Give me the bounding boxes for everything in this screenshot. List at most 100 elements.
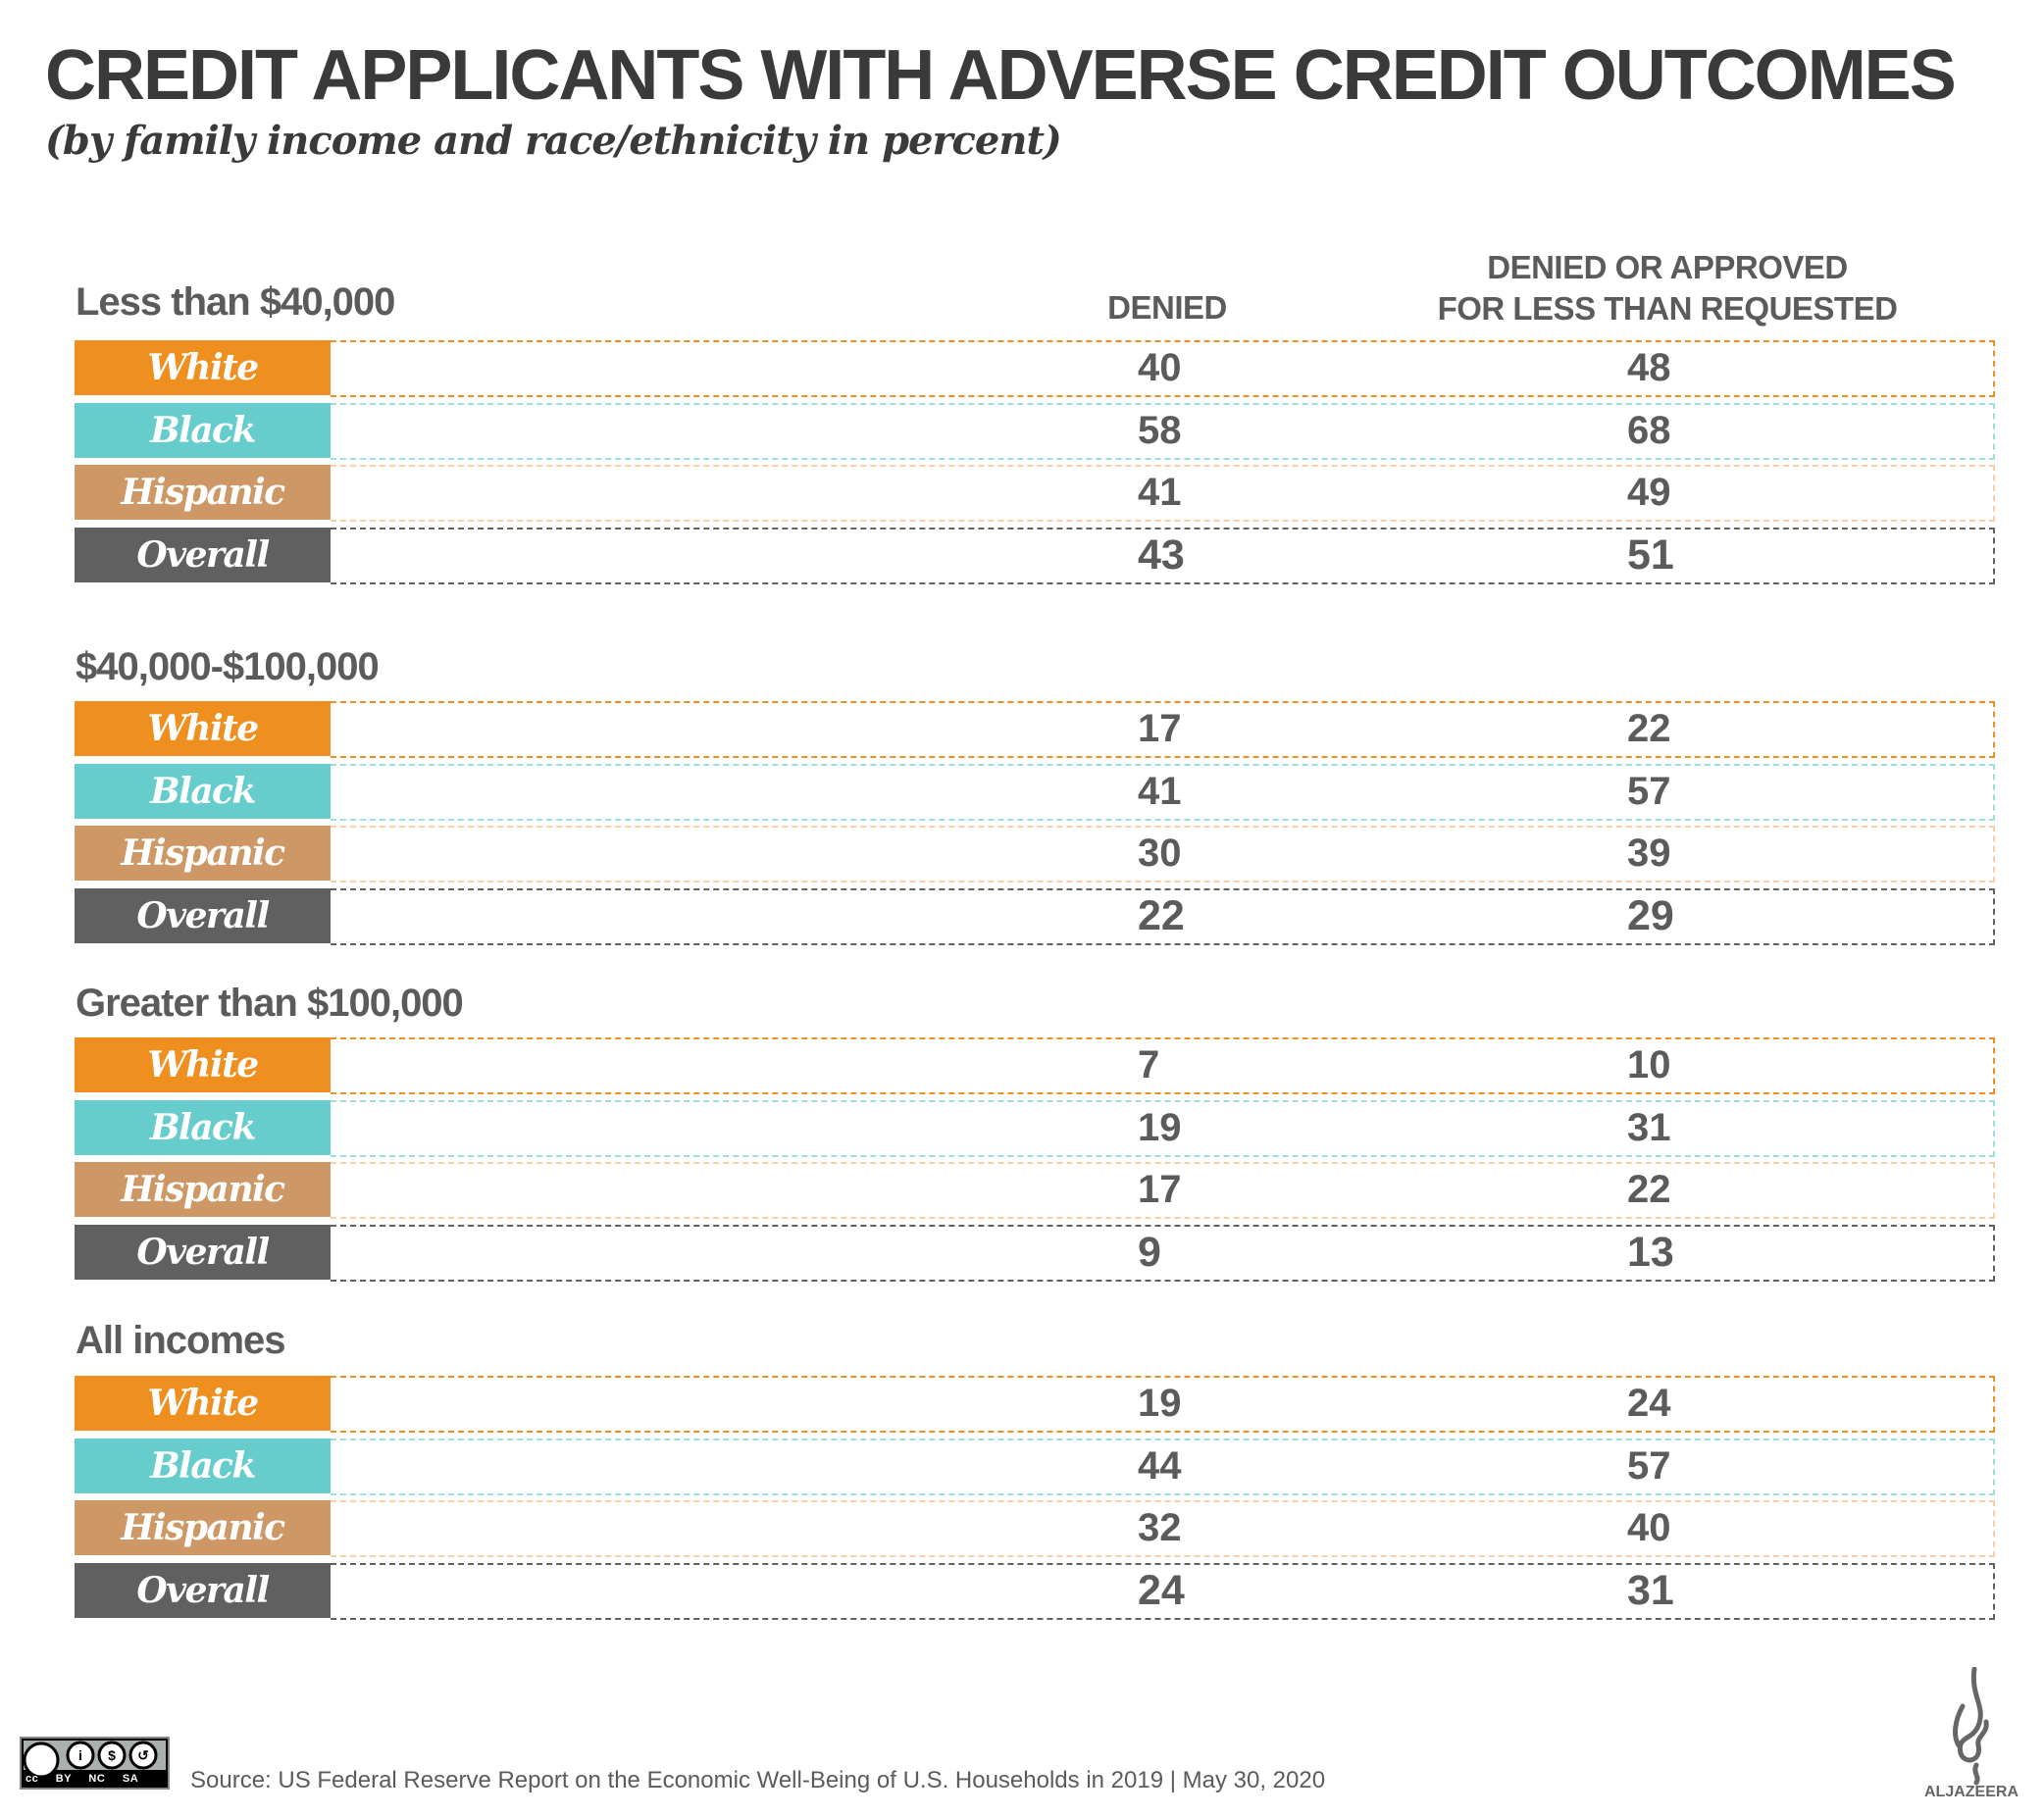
- row-dashed-border: [331, 1438, 1995, 1495]
- section-heading: All incomes: [76, 1319, 286, 1362]
- row-dashed-border: [331, 887, 1995, 945]
- table-row-hispanic: Hispanic 17 22: [75, 1162, 1995, 1219]
- section-heading: Less than $40,000: [76, 280, 395, 324]
- denied-or-less-value: 48: [1627, 346, 1671, 389]
- cc-icon: i $ ↺: [23, 1741, 166, 1779]
- denied-value: 41: [1138, 471, 1182, 514]
- table-row-overall: Overall 22 29: [75, 887, 1995, 945]
- table-row-hispanic: Hispanic 41 49: [75, 465, 1995, 522]
- section-heading: Greater than $100,000: [76, 982, 464, 1025]
- row-dashed-border: [331, 1224, 1995, 1282]
- row-dashed-border: [331, 465, 1995, 522]
- chart-subtitle: (by family income and race/ethnicity in …: [45, 118, 1062, 164]
- column-header-line: FOR LESS THAN REQUESTED: [1437, 290, 1898, 327]
- row-dashed-border: [331, 402, 1995, 460]
- denied-or-less-value: 10: [1627, 1043, 1671, 1086]
- svg-text:i: i: [78, 1747, 82, 1763]
- table-row-black: Black 19 31: [75, 1099, 1995, 1157]
- denied-value: 17: [1138, 1168, 1182, 1211]
- denied-value: 41: [1138, 769, 1182, 813]
- svg-text:↺: ↺: [137, 1747, 149, 1763]
- denied-value: 44: [1138, 1443, 1182, 1488]
- group-label: White: [75, 340, 331, 395]
- group-label: Black: [75, 763, 331, 819]
- denied-value: 32: [1138, 1506, 1182, 1549]
- denied-or-less-value: 31: [1627, 1105, 1671, 1149]
- group-label: White: [75, 701, 331, 756]
- svg-text:$: $: [108, 1747, 116, 1763]
- row-dashed-border: [331, 1099, 1995, 1157]
- row-dashed-border: [331, 701, 1995, 758]
- svg-text:ALJAZEERA: ALJAZEERA: [1924, 1784, 2018, 1799]
- denied-value: 30: [1138, 832, 1182, 875]
- denied-or-less-value: 40: [1627, 1506, 1671, 1549]
- denied-or-less-value: 29: [1627, 891, 1674, 939]
- row-dashed-border: [331, 1500, 1995, 1557]
- table-row-white: White 19 24: [75, 1376, 1995, 1433]
- column-header-line: DENIED OR APPROVED: [1487, 249, 1848, 285]
- table-row-white: White 7 10: [75, 1037, 1995, 1094]
- table-row-white: White 17 22: [75, 701, 1995, 758]
- denied-value: 19: [1138, 1105, 1182, 1149]
- denied-value: 17: [1138, 707, 1182, 750]
- denied-value: 19: [1138, 1382, 1182, 1425]
- table-row-overall: Overall 9 13: [75, 1224, 1995, 1282]
- denied-or-less-value: 57: [1627, 1443, 1671, 1488]
- aljazeera-logo-icon: ALJAZEERA: [1924, 1666, 2018, 1800]
- row-dashed-border: [331, 340, 1995, 397]
- denied-or-less-value: 68: [1627, 408, 1671, 452]
- denied-or-less-value: 49: [1627, 471, 1671, 514]
- row-dashed-border: [331, 826, 1995, 883]
- group-label: Hispanic: [75, 826, 331, 881]
- table-row-black: Black 58 68: [75, 402, 1995, 460]
- group-label: Overall: [75, 887, 331, 943]
- group-label: Hispanic: [75, 465, 331, 520]
- group-label: Overall: [75, 1224, 331, 1280]
- column-header-denied-or-less: DENIED OR APPROVED FOR LESS THAN REQUEST…: [1373, 247, 1962, 329]
- denied-value: 43: [1138, 530, 1185, 579]
- denied-or-less-value: 13: [1627, 1228, 1674, 1276]
- denied-value: 40: [1138, 346, 1182, 389]
- row-dashed-border: [331, 763, 1995, 821]
- chart-title: CREDIT APPLICANTS WITH ADVERSE CREDIT OU…: [45, 36, 1957, 115]
- group-label: Black: [75, 402, 331, 458]
- table-row-overall: Overall 43 51: [75, 527, 1995, 584]
- denied-or-less-value: 24: [1627, 1382, 1671, 1425]
- denied-value: 22: [1138, 891, 1185, 939]
- denied-or-less-value: 31: [1627, 1566, 1674, 1614]
- group-label: Hispanic: [75, 1500, 331, 1555]
- group-label: Overall: [75, 1562, 331, 1618]
- denied-value: 7: [1138, 1043, 1160, 1086]
- group-label: White: [75, 1037, 331, 1092]
- denied-value: 9: [1138, 1228, 1161, 1276]
- table-row-black: Black 41 57: [75, 763, 1995, 821]
- table-row-black: Black 44 57: [75, 1438, 1995, 1495]
- aljazeera-logo: ALJAZEERA: [1917, 1666, 2025, 1800]
- row-dashed-border: [331, 1037, 1995, 1094]
- table-row-overall: Overall 24 31: [75, 1562, 1995, 1620]
- row-dashed-border: [331, 1162, 1995, 1219]
- group-label: Black: [75, 1099, 331, 1155]
- group-label: Hispanic: [75, 1162, 331, 1217]
- denied-or-less-value: 22: [1627, 707, 1671, 750]
- group-label: Black: [75, 1438, 331, 1493]
- denied-or-less-value: 22: [1627, 1168, 1671, 1211]
- table-row-white: White 40 48: [75, 340, 1995, 397]
- group-label: Overall: [75, 527, 331, 582]
- denied-value: 58: [1138, 408, 1182, 452]
- column-header-denied: DENIED: [1107, 289, 1227, 326]
- row-dashed-border: [331, 527, 1995, 584]
- group-label: White: [75, 1376, 331, 1431]
- cc-license-badge: i $ ↺ cc BY NC SA: [20, 1737, 170, 1790]
- table-row-hispanic: Hispanic 32 40: [75, 1500, 1995, 1557]
- source-note: Source: US Federal Reserve Report on the…: [190, 1767, 1326, 1793]
- row-dashed-border: [331, 1376, 1995, 1433]
- denied-or-less-value: 51: [1627, 530, 1674, 579]
- section-heading: $40,000-$100,000: [76, 645, 380, 688]
- denied-or-less-value: 39: [1627, 832, 1671, 875]
- table-row-hispanic: Hispanic 30 39: [75, 826, 1995, 883]
- row-dashed-border: [331, 1562, 1995, 1620]
- denied-value: 24: [1138, 1566, 1185, 1614]
- license-badge-text: cc BY NC SA: [26, 1773, 139, 1785]
- denied-or-less-value: 57: [1627, 769, 1671, 813]
